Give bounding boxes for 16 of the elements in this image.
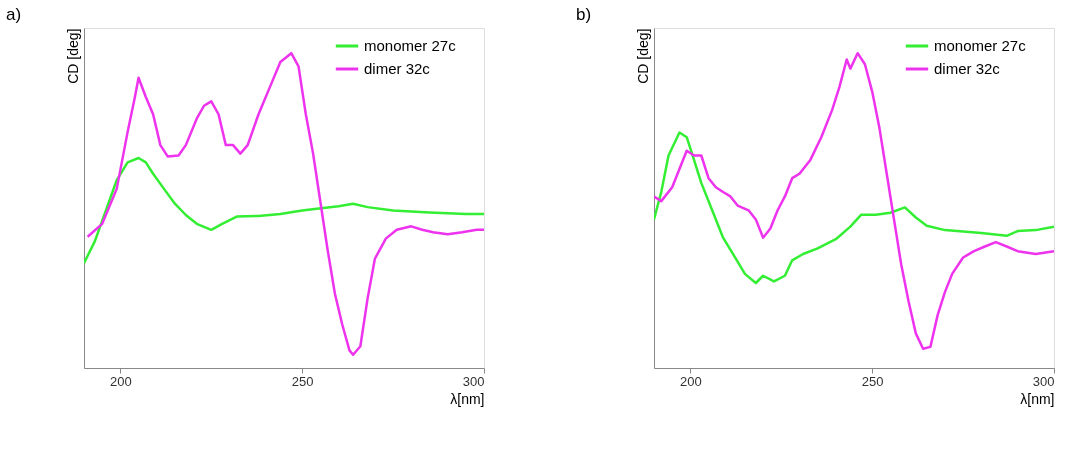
legend-label: monomer 27c: [364, 37, 457, 54]
x-tick-label: 200: [110, 373, 132, 389]
legend-label: monomer 27c: [934, 37, 1027, 54]
legend-label: dimer 32c: [364, 60, 431, 77]
x-tick-label: 300: [462, 373, 485, 389]
chart-title: a): [6, 5, 22, 24]
chart-title: b): [576, 5, 592, 24]
y-axis-title: CD [deg]: [64, 28, 81, 84]
legend-label: dimer 32c: [934, 60, 1001, 77]
x-tick-label: 200: [680, 373, 702, 389]
x-tick-label: 250: [861, 373, 884, 389]
y-axis-title: CD [deg]: [634, 28, 651, 84]
x-tick-label: 250: [291, 373, 314, 389]
x-axis-title: λ[nm]: [1020, 390, 1055, 407]
x-tick-label: 300: [1032, 373, 1055, 389]
x-axis-title: λ[nm]: [450, 390, 485, 407]
